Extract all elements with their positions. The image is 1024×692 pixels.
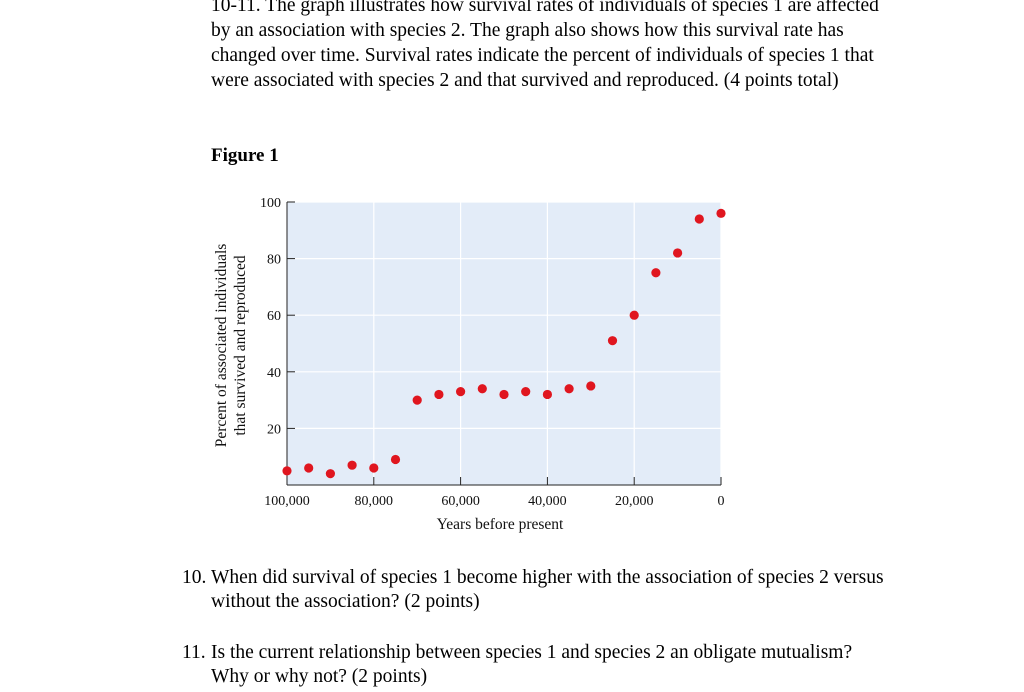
data-point: [369, 463, 379, 473]
x-tick-label: 80,000: [355, 494, 394, 509]
x-tick-label: 40,000: [528, 494, 567, 509]
question-number: 10.: [182, 567, 207, 588]
intro-paragraph: 10-11. The graph illustrates how surviva…: [211, 0, 879, 91]
data-point: [282, 466, 292, 476]
data-point: [390, 454, 401, 465]
data-point: [673, 248, 683, 258]
data-point: [521, 387, 531, 397]
x-axis-label: Years before present: [437, 516, 564, 533]
data-point: [325, 469, 335, 479]
x-tick-label: 60,000: [441, 494, 480, 509]
data-point: [434, 389, 444, 400]
question-number: 11.: [182, 642, 206, 663]
data-point: [716, 208, 726, 218]
data-point: [564, 384, 574, 394]
data-point: [477, 384, 487, 394]
data-point: [586, 381, 596, 391]
data-point: [499, 389, 509, 400]
plot-background: [287, 202, 721, 485]
y-tick-label: 80: [267, 253, 281, 268]
data-point: [542, 389, 553, 400]
y-axis-label-line1: Percent of associated individuals: [213, 244, 230, 448]
data-point: [694, 214, 704, 224]
x-tick-label: 20,000: [615, 494, 654, 509]
y-tick-label: 20: [267, 422, 281, 437]
y-tick-label: 60: [267, 309, 281, 324]
y-tick-label: 100: [260, 196, 281, 211]
data-point: [347, 460, 357, 470]
x-tick-label: 0: [718, 494, 725, 509]
y-axis-label-line2: that survived and reproduced: [232, 255, 249, 436]
data-point: [412, 395, 422, 405]
data-point: [607, 336, 618, 346]
data-point: [304, 463, 314, 473]
x-tick-label: 100,000: [264, 494, 310, 509]
y-tick-label: 40: [267, 366, 281, 381]
data-point: [456, 387, 466, 397]
question-text: When did survival of species 1 become hi…: [211, 567, 884, 612]
figure-title: Figure 1: [211, 145, 279, 166]
data-point: [629, 310, 639, 320]
question-text: Is the current relationship between spec…: [211, 642, 853, 687]
data-point: [651, 268, 661, 278]
